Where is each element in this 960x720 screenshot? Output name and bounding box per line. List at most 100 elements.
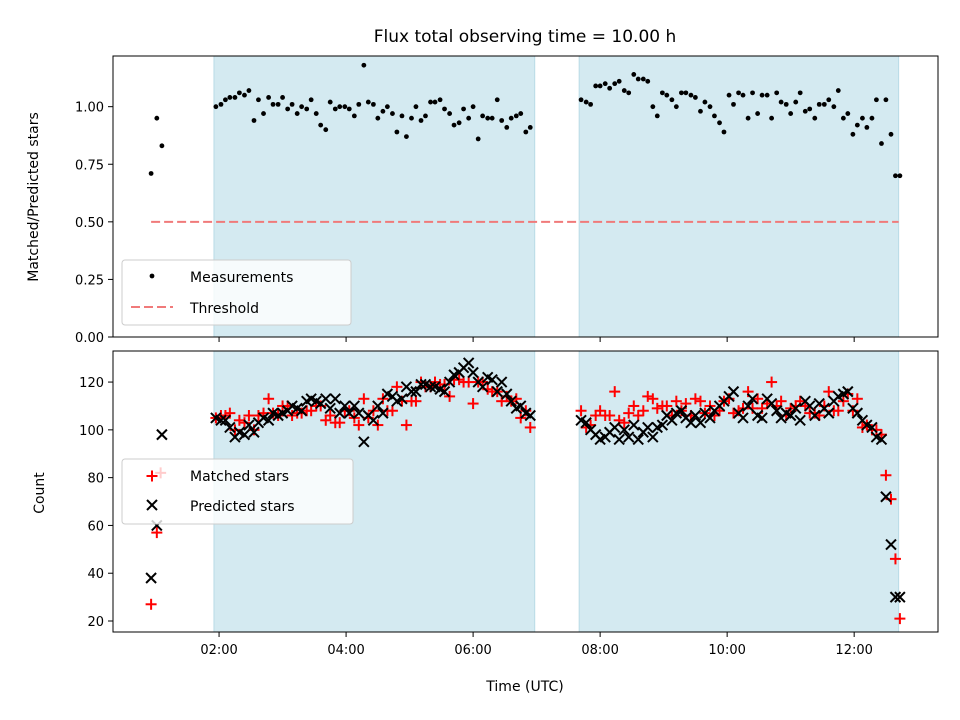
predicted-point: [889, 591, 902, 603]
measurement-point: [755, 111, 761, 116]
predicted-point: [770, 405, 783, 417]
measurement-point: [607, 85, 613, 91]
predicted-point: [243, 419, 255, 431]
predicted-point: [632, 433, 644, 446]
predicted-point: [628, 419, 640, 431]
predicted-point: [476, 381, 489, 393]
measurement-point: [394, 129, 400, 135]
measurement-point: [712, 113, 717, 119]
y-tick-label: 0.50: [75, 216, 104, 231]
matched-point: [386, 405, 398, 417]
measurement-point: [308, 97, 314, 103]
predicted-point: [742, 400, 754, 412]
matched-point: [575, 405, 587, 417]
measurement-point: [673, 104, 679, 110]
measurement-point: [213, 104, 219, 110]
measurement-point: [313, 111, 319, 116]
predicted-point: [689, 409, 702, 422]
predicted-point: [396, 393, 408, 405]
matched-point: [145, 598, 157, 610]
measurement-point: [702, 99, 708, 105]
matched-point: [358, 393, 370, 405]
predicted-point: [515, 400, 527, 412]
predicted-point: [443, 376, 456, 388]
measurement-point: [879, 141, 884, 146]
measurement-point: [346, 106, 352, 112]
bottom-y-axis-title: Count: [32, 472, 48, 514]
x-axis-title: Time (UTC): [485, 679, 563, 695]
matched-point: [618, 417, 630, 429]
measurement-point: [612, 81, 618, 87]
measurement-point: [270, 101, 276, 107]
matched-point: [496, 395, 508, 407]
series-measurements: [148, 62, 903, 179]
predicted-point: [794, 414, 806, 427]
y-tick-label: 60: [87, 519, 104, 534]
measurement-point: [793, 99, 799, 105]
measurement-point: [461, 106, 466, 112]
measurement-point: [442, 106, 447, 112]
y-tick-label: 20: [87, 615, 104, 630]
measurement-point: [778, 99, 784, 105]
measurement-point: [246, 88, 252, 93]
predicted-point: [894, 591, 906, 603]
predicted-point: [438, 385, 451, 398]
predicted-point: [343, 407, 355, 419]
measurement-point: [650, 104, 656, 110]
measurement-point: [679, 90, 684, 96]
measurement-point: [821, 101, 827, 107]
measurement-point: [578, 97, 584, 103]
predicted-point: [156, 428, 168, 441]
measurement-point: [399, 113, 405, 119]
x-tick-label: 10:00: [708, 643, 745, 658]
predicted-point: [358, 436, 370, 448]
predicted-point: [642, 421, 654, 434]
measurement-point: [869, 115, 875, 121]
predicted-point: [295, 405, 308, 417]
measurement-point: [351, 113, 357, 119]
measurement-point: [588, 101, 593, 107]
y-tick-label: 100: [79, 424, 104, 439]
matched-point: [670, 395, 682, 407]
predicted-point: [842, 385, 854, 398]
predicted-point: [224, 421, 236, 434]
x-tick-label: 04:00: [327, 643, 364, 658]
predicted-point: [666, 414, 678, 427]
predicted-point: [875, 433, 888, 446]
measurement-point: [692, 95, 698, 100]
measurement-point: [285, 106, 291, 112]
predicted-legend-label: Predicted stars: [190, 499, 295, 515]
predicted-point: [367, 414, 380, 427]
measurement-point: [759, 92, 765, 98]
matched-point: [238, 417, 250, 429]
measurement-point: [242, 92, 247, 98]
measurement-point: [447, 111, 453, 116]
predicted-point: [505, 395, 517, 407]
measurement-point: [370, 101, 376, 107]
measurement-point: [807, 106, 813, 112]
measurement-point: [218, 101, 224, 107]
measurement-point: [802, 108, 808, 114]
predicted-point: [377, 407, 389, 419]
measurement-point: [873, 97, 879, 103]
predicted-point: [329, 393, 341, 405]
measurement-point: [726, 92, 732, 98]
predicted-point: [804, 400, 816, 412]
matched-point: [747, 402, 759, 414]
predicted-point: [410, 385, 422, 398]
measurement-point: [232, 95, 238, 100]
measurement-point: [256, 97, 261, 103]
predicted-point: [746, 393, 759, 405]
observing-window-1: [578, 350, 900, 633]
matched-point: [594, 405, 606, 417]
matched-point: [889, 553, 901, 565]
matched-point: [463, 376, 475, 388]
measurement-point: [769, 115, 775, 121]
top-y-axis-title: Matched/Predicted stars: [26, 112, 42, 282]
matched-point: [870, 424, 882, 436]
measurement-point: [721, 129, 727, 135]
measurement-point: [280, 95, 285, 100]
measurement-point: [826, 97, 832, 103]
measurement-point: [508, 115, 514, 121]
